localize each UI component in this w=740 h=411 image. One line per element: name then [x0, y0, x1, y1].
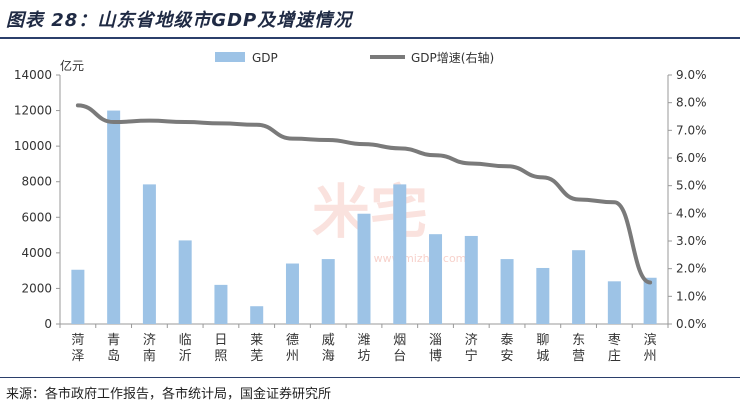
growth-point: [363, 143, 365, 145]
legend-label-growth: GDP增速(右轴): [411, 50, 494, 65]
gdp-bar: [250, 306, 264, 324]
gdp-bar: [643, 277, 657, 324]
x-tick-label: 青岛: [107, 333, 120, 364]
x-tick-label: 淄博: [429, 333, 442, 364]
gdp-bar: [572, 250, 586, 324]
x-tick-label: 莱芜: [250, 333, 263, 364]
footer-divider: [0, 377, 740, 378]
x-tick-label: 烟台: [393, 333, 406, 364]
gdp-bar: [321, 259, 335, 324]
gdp-bar: [178, 240, 192, 324]
gdp-bar: [71, 269, 85, 324]
growth-point: [649, 282, 651, 283]
gdp-bar: [214, 284, 228, 324]
y-tick-label: 12000: [14, 104, 52, 118]
growth-point: [506, 165, 508, 167]
growth-line-path: [75, 103, 653, 285]
y-tick-label: 8000: [21, 175, 52, 189]
source-note: 来源：各市政府工作报告，各市统计局，国金证券研究所: [6, 387, 332, 402]
gdp-bar: [464, 235, 478, 324]
gdp-bar: [357, 213, 371, 324]
growth-point: [399, 147, 401, 149]
growth-point: [613, 201, 615, 203]
chart-legend: GDP GDP增速(右轴): [215, 50, 494, 65]
legend-swatch-gdp: [215, 52, 245, 62]
growth-point: [578, 199, 580, 200]
y-tick-label: 10000: [14, 139, 52, 153]
x-tick-label: 济宁: [465, 333, 478, 364]
y-tick-label: 4000: [21, 246, 52, 260]
y2-tick-label: 6.0%: [676, 151, 707, 165]
gdp-bar: [429, 234, 443, 324]
growth-point: [148, 120, 150, 122]
x-tick-label: 枣庄: [608, 333, 621, 364]
chart-axes: 0 2000 4000 6000 8000 10000 12000 14000 0.0% 1.0%…: [14, 58, 707, 364]
gdp-bars: [71, 110, 657, 324]
x-tick-label: 泰安: [501, 333, 514, 364]
growth-point: [113, 121, 115, 123]
y-tick-label: 2000: [21, 281, 52, 295]
x-tick-label: 潍坊: [357, 333, 370, 364]
legend-label-gdp: GDP: [252, 51, 278, 65]
gdp-bar: [536, 267, 550, 324]
gdp-bar: [393, 184, 407, 324]
growth-point: [470, 163, 472, 165]
title-bar: 图表 28：山东省地级市GDP及增速情况: [0, 0, 740, 39]
gdp-bar: [142, 184, 156, 324]
y2-tick-label: 0.0%: [676, 317, 707, 331]
y2-tick-label: 5.0%: [676, 179, 707, 193]
y2-tick-label: 2.0%: [676, 262, 707, 276]
x-tick-label: 东营: [572, 333, 585, 364]
y2-tick-label: 9.0%: [676, 68, 707, 82]
gdp-bar: [285, 263, 299, 324]
y2-tick-label: 7.0%: [676, 123, 707, 137]
gdp-bar: [607, 281, 621, 324]
growth-point: [184, 121, 186, 123]
growth-line: [75, 103, 653, 285]
x-tick-label: 济南: [143, 333, 156, 364]
x-tick-label: 日照: [214, 333, 227, 364]
gdp-bar: [107, 110, 121, 324]
growth-point: [220, 122, 222, 124]
growth-point: [542, 176, 544, 178]
y-axis-unit: 亿元: [60, 58, 84, 73]
x-tick-label: 临沂: [179, 333, 192, 364]
watermark-url: www.mizhai.com: [374, 252, 467, 265]
y2-tick-label: 3.0%: [676, 234, 707, 248]
x-tick-label: 菏泽: [71, 333, 84, 364]
title-divider: [0, 37, 740, 39]
y2-tick-label: 1.0%: [676, 289, 707, 303]
chart-title: 图表 28：山东省地级市GDP及增速情况: [6, 10, 353, 31]
y-tick-label: 0: [44, 317, 52, 331]
y2-tick-label: 8.0%: [676, 96, 707, 110]
y-tick-label: 14000: [14, 68, 52, 82]
x-tick-label: 威海: [322, 333, 335, 364]
growth-point: [435, 154, 437, 156]
growth-point: [291, 138, 293, 140]
x-tick-label: 聊城: [536, 333, 549, 364]
growth-point: [77, 104, 79, 106]
y2-tick-label: 4.0%: [676, 206, 707, 220]
growth-point: [327, 139, 329, 141]
x-tick-label: 德州: [286, 333, 299, 364]
x-tick-label: 滨州: [644, 332, 657, 364]
gdp-bar: [500, 259, 514, 324]
growth-point: [256, 124, 258, 126]
y-tick-label: 6000: [21, 210, 52, 224]
